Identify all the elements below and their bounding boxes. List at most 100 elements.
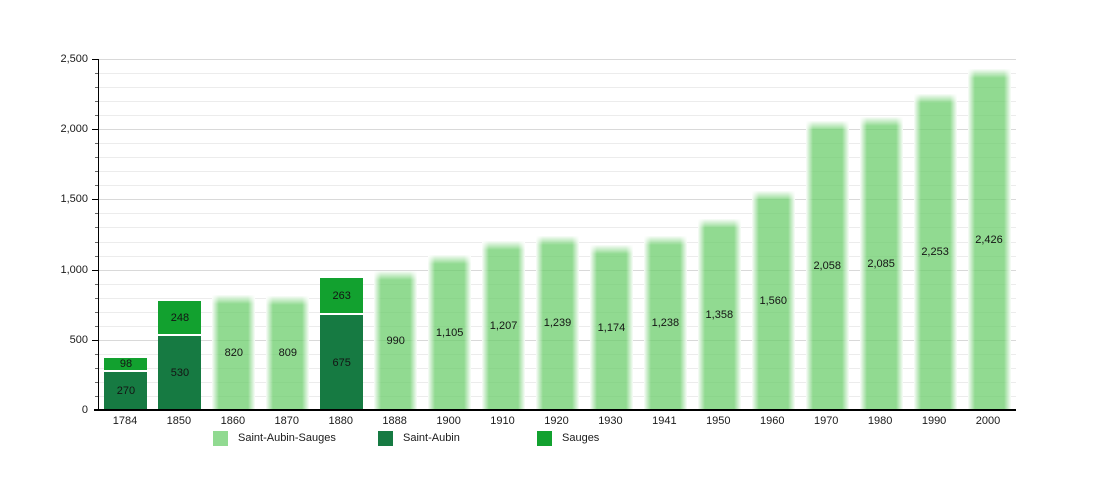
gridline-minor: [99, 87, 1016, 89]
legend-swatch-icon: [213, 430, 228, 446]
y-axis-tick: [95, 171, 98, 173]
y-axis-tick: [92, 269, 98, 271]
bar-1880: 263 675: [320, 278, 364, 410]
x-axis-label: 1920: [544, 415, 569, 427]
legend-swatch-icon: [378, 430, 393, 446]
x-axis-label: 1960: [760, 415, 785, 427]
x-axis-label: 1930: [598, 415, 623, 427]
bar-value-label: 675: [332, 356, 351, 369]
gridline-minor: [99, 185, 1016, 187]
x-axis-label: 1860: [220, 415, 246, 427]
y-axis-tick: [95, 227, 98, 229]
chart-legend: Saint-Aubin-Sauges Saint-Aubin Sauges: [0, 429, 1100, 449]
segment-saint-aubin-1784: 270: [104, 372, 148, 410]
y-axis-tick: [95, 73, 98, 75]
y-axis-tick: [92, 199, 98, 201]
bar-1910: 1,207: [482, 241, 526, 410]
bar-2000: 2,426: [967, 69, 1011, 410]
bar-1860: 820: [212, 295, 256, 410]
y-axis-tick: [95, 87, 98, 89]
x-axis-label: 1941: [652, 415, 677, 427]
x-axis-label: 1870: [274, 415, 300, 427]
bar-value-label: 820: [224, 346, 244, 359]
bar-value-label: 1,174: [597, 321, 626, 334]
y-axis-tick: [92, 339, 98, 341]
bar-1900: 1,105: [428, 255, 472, 410]
y-axis-tick: [95, 101, 98, 103]
legend-label: Saint-Aubin-Sauges: [238, 432, 336, 444]
bar-1941: 1,238: [643, 236, 687, 410]
legend-label: Sauges: [562, 432, 600, 444]
y-axis-label: 1,000: [60, 263, 88, 276]
gridline-major: [99, 199, 1016, 201]
gridline-minor: [99, 115, 1016, 117]
bar-value-label: 1,105: [435, 326, 464, 339]
legend-item-saint-aubin-sauges: Saint-Aubin-Sauges: [213, 429, 336, 447]
segment-saint-aubin-1880: 675: [320, 315, 364, 410]
bar-1920: 1,239: [536, 236, 579, 410]
x-axis-label: 1784: [112, 415, 138, 427]
y-axis-tick: [92, 129, 98, 131]
x-axis-label: 1950: [706, 415, 731, 427]
x-axis-label: 1900: [436, 415, 461, 427]
bar-value-label: 2,253: [921, 246, 949, 258]
y-axis-tick: [95, 157, 98, 159]
bar-1888: 990: [374, 271, 418, 410]
bar-1850: 248 530: [158, 301, 202, 410]
bar-value-label: 809: [278, 347, 297, 359]
bar-1784: 98 270: [104, 358, 148, 410]
gridline-minor: [99, 157, 1016, 159]
bar-1990: 2,253: [913, 94, 957, 410]
y-axis-tick: [95, 395, 98, 397]
gridline-major: [99, 59, 1016, 60]
gridline-minor: [99, 101, 1016, 103]
bar-1970: 2,058: [805, 121, 849, 410]
x-axis-label: 1880: [328, 415, 353, 427]
legend-swatch-icon: [537, 430, 552, 446]
y-axis-tick: [95, 367, 98, 369]
y-axis-tick: [95, 283, 98, 285]
bar-value-label: 263: [332, 289, 351, 302]
y-axis-tick: [95, 381, 98, 383]
x-axis-label: 1910: [490, 415, 515, 427]
gridline-minor: [99, 227, 1016, 229]
gridline-major: [99, 129, 1016, 131]
gridline-minor: [99, 73, 1016, 75]
bar-value-label: 1,358: [705, 308, 734, 321]
gridline-minor: [99, 143, 1016, 145]
gridline-minor: [99, 171, 1016, 173]
x-axis-label: 2000: [975, 415, 1001, 427]
legend-item-sauges: Sauges: [537, 429, 599, 447]
bar-value-label: 530: [170, 367, 190, 379]
y-axis-label: 2,000: [60, 123, 88, 136]
legend-item-saint-aubin: Saint-Aubin: [378, 429, 460, 447]
y-axis-tick: [95, 143, 98, 145]
y-axis-label: 0: [81, 404, 88, 416]
bar-value-label: 1,239: [543, 317, 572, 329]
bar-value-label: 2,058: [813, 259, 841, 272]
segment-sauges-1880: 263: [320, 278, 364, 315]
y-axis-tick: [95, 115, 98, 117]
y-axis-tick: [95, 255, 98, 257]
y-axis-label: 2,500: [60, 53, 88, 65]
bar-1950: 1,358: [697, 219, 741, 410]
bar-1980: 2,085: [859, 117, 903, 410]
bar-value-label: 2,426: [975, 233, 1003, 246]
y-axis-label: 1,500: [60, 193, 88, 206]
bar-value-label: 990: [386, 334, 405, 347]
y-axis-label: 500: [69, 333, 88, 346]
plot-area: 98 270 248 530 820 809 263 675 990 1,105 1,207 1,23…: [92, 59, 1016, 410]
y-axis-tick: [95, 213, 98, 215]
bar-value-label: 1,560: [759, 294, 788, 307]
bar-1960: 1,560: [751, 191, 795, 410]
x-axis-label: 1850: [166, 415, 192, 427]
segment-saint-aubin-1850: 530: [158, 336, 202, 410]
x-axis-label: 1990: [921, 415, 947, 427]
y-axis-tick: [95, 241, 98, 243]
y-axis-tick: [95, 297, 98, 299]
x-axis-line: [94, 409, 1016, 411]
bar-value-label: 98: [119, 358, 133, 370]
bar-value-label: 270: [116, 385, 136, 397]
y-axis-tick: [92, 59, 98, 60]
